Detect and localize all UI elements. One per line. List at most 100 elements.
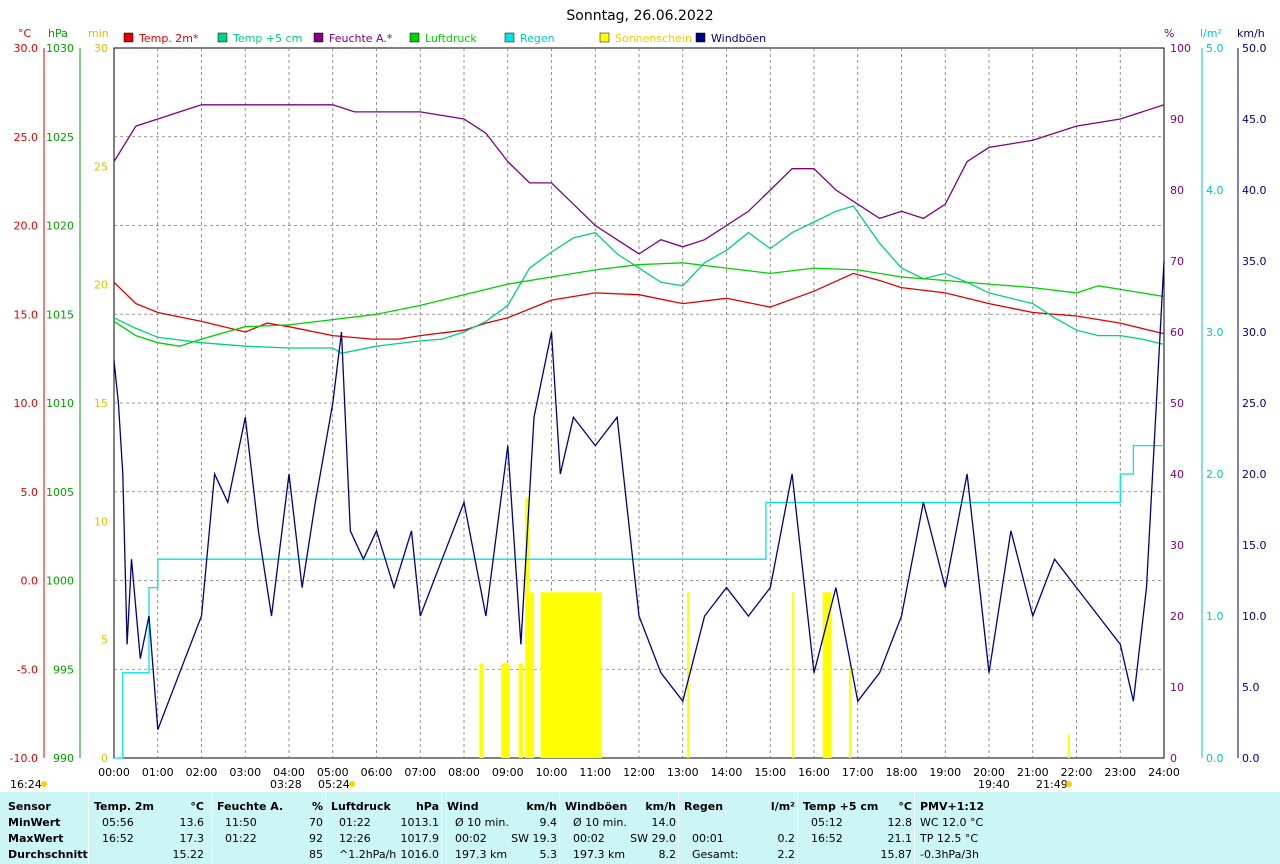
x-tick: 11:00 xyxy=(579,766,611,779)
legend-label: Luftdruck xyxy=(425,32,477,45)
column-head: Regen xyxy=(684,800,724,813)
sensor-label: Sensor xyxy=(8,800,51,813)
temp-tick: -5.0 xyxy=(17,663,38,676)
sunshine-bar xyxy=(501,663,510,758)
sun-tick: 25 xyxy=(94,160,108,173)
cell-value: 1013.1 xyxy=(400,816,440,829)
cell-value: 1016.0 xyxy=(400,848,440,861)
x-tick: 06:00 xyxy=(361,766,393,779)
sunset-icon xyxy=(1066,781,1072,787)
table-column: Feuchte A.% 11:50 70 01:22 92 85 xyxy=(211,792,323,864)
cell-value: 1017.9 xyxy=(400,832,440,845)
cell-time: 16:52 xyxy=(102,832,134,845)
cell-time: 05:12 xyxy=(811,816,843,829)
cell-time: Ø 10 min. xyxy=(573,816,627,829)
legend-swatch xyxy=(504,32,515,43)
rain-tick: 4.0 xyxy=(1206,184,1224,197)
column-divider xyxy=(678,792,679,864)
column-head: Luftdruck xyxy=(331,800,391,813)
sunset-time: 21:49 xyxy=(1036,778,1068,791)
humidity-tick: 50 xyxy=(1170,397,1184,410)
column-head: Temp +5 cm xyxy=(803,800,879,813)
x-tick: 07:00 xyxy=(404,766,436,779)
cell-time: 01:22 xyxy=(225,832,257,845)
rain-tick: 1.0 xyxy=(1206,610,1224,623)
avg-label: Durchschnitt xyxy=(8,848,88,861)
humidity-tick: 20 xyxy=(1170,610,1184,623)
temp-tick: 25.0 xyxy=(14,131,39,144)
rain-tick: 3.0 xyxy=(1206,326,1224,339)
series-temp-5-cm xyxy=(113,205,1165,354)
cell-value: 17.3 xyxy=(179,832,205,845)
humidity-tick: 40 xyxy=(1170,468,1184,481)
temp-tick: 10.0 xyxy=(14,397,39,410)
pressure-unit: hPa xyxy=(48,27,68,40)
min-label: MinWert xyxy=(8,816,61,829)
cell-time: 00:02 xyxy=(455,832,487,845)
x-tick: 16:00 xyxy=(798,766,830,779)
wind-tick: 50.0 xyxy=(1242,42,1267,55)
cell-time: -0.3hPa/3h xyxy=(920,848,979,861)
temp-unit: °C xyxy=(18,27,32,40)
cell-time: Ø 10 min. xyxy=(455,816,509,829)
cell-value: 21.1 xyxy=(887,832,913,845)
sunshine-bar xyxy=(687,592,690,758)
sun-tick: 0 xyxy=(101,752,108,765)
column-divider xyxy=(211,792,212,864)
x-tick: 09:00 xyxy=(492,766,524,779)
temp-tick: -10.0 xyxy=(10,752,38,765)
wind-tick: 5.0 xyxy=(1242,681,1260,694)
moonrise-time: 16:24 xyxy=(10,778,42,791)
humidity-tick: 30 xyxy=(1170,539,1184,552)
table-column: Temp +5 cm °C 05:12 12.8 16:52 21.1 15.87 xyxy=(797,792,913,864)
wind-tick: 15.0 xyxy=(1242,539,1267,552)
sunshine-bar xyxy=(525,497,530,758)
column-unit: °C xyxy=(190,800,204,813)
sunshine-bar xyxy=(1067,734,1070,758)
cell-time: 12:26 xyxy=(339,832,371,845)
x-tick: 20:00 xyxy=(973,766,1005,779)
temp-tick: 15.0 xyxy=(14,308,39,321)
column-divider xyxy=(559,792,560,864)
x-tick: 24:00 xyxy=(1148,766,1180,779)
x-tick: 17:00 xyxy=(842,766,874,779)
legend-label: Windböen xyxy=(711,32,766,45)
wind-tick: 45.0 xyxy=(1242,113,1267,126)
cell-time: 197.3 km xyxy=(455,848,508,861)
table-column: Windböen km/h Ø 10 min. 14.0 00:02 SW 29.0 197… xyxy=(559,792,676,864)
column-head: Temp. 2m xyxy=(94,800,154,813)
legend-label: Sonnenschein xyxy=(615,32,692,45)
table-column: Wind km/h Ø 10 min. 9.4 00:02 SW 19.3 197.3 km… xyxy=(441,792,557,864)
rain-unit: l/m² xyxy=(1200,27,1222,40)
legend-label: Regen xyxy=(520,32,555,45)
x-tick: 08:00 xyxy=(448,766,480,779)
cell-value: 15.22 xyxy=(172,848,205,861)
sunshine-bar xyxy=(529,592,534,758)
humidity-unit: % xyxy=(1164,27,1174,40)
statistics-table: Sensor MinWert MaxWert Durchschnitt Temp… xyxy=(0,792,1280,864)
x-tick: 13:00 xyxy=(667,766,699,779)
pressure-tick: 1010 xyxy=(46,397,74,410)
sun-tick: 10 xyxy=(94,515,108,528)
cell-time: 01:22 xyxy=(339,816,371,829)
series-windb-en xyxy=(113,260,1165,730)
moon-set-time: 19:40 xyxy=(978,778,1010,791)
wind-tick: 10.0 xyxy=(1242,610,1267,623)
cell-time: 00:02 xyxy=(573,832,605,845)
pressure-tick: 1000 xyxy=(46,575,74,588)
cell-time: Gesamt: xyxy=(692,848,739,861)
wind-tick: 20.0 xyxy=(1242,468,1267,481)
column-unit: °C xyxy=(898,800,912,813)
table-column: Regen l/m² 00:01 0.2 Gesamt: 2.2 xyxy=(678,792,796,864)
cell-value: SW 29.0 xyxy=(630,832,676,845)
cell-value: SW 19.3 xyxy=(511,832,557,845)
cell-value: 85 xyxy=(309,848,323,861)
wind-tick: 0.0 xyxy=(1242,752,1260,765)
x-tick: 00:00 xyxy=(98,766,130,779)
column-unit: hPa xyxy=(415,800,439,813)
x-tick: 04:00 xyxy=(273,766,305,779)
series-luftdruck xyxy=(113,262,1165,347)
legend-swatch xyxy=(695,32,706,43)
table-column: PMV+1:12 WC 12.0 °C TP 12.5 °C -0.3hPa/3h xyxy=(914,792,1040,864)
cell-value: 0.2 xyxy=(777,832,796,845)
